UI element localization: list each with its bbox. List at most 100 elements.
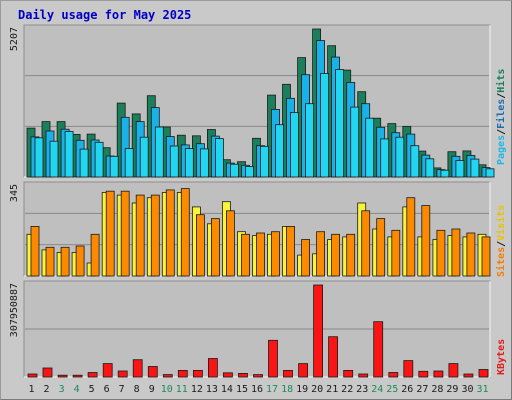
sites-bar — [105, 190, 115, 277]
sites-bar — [466, 232, 476, 277]
day-label: 25 — [386, 384, 398, 395]
kbytes-bar — [117, 370, 128, 378]
chart-title: Daily usage for May 2025 — [18, 8, 192, 22]
pages-bar — [380, 138, 390, 178]
sites-bar — [165, 189, 175, 277]
pages-bar — [305, 103, 315, 178]
sites-bar — [90, 233, 100, 277]
sites-bar — [331, 233, 341, 277]
day-label: 10 — [161, 384, 173, 395]
day-label: 22 — [341, 384, 353, 395]
pages-bar — [169, 145, 179, 178]
sites-bar — [30, 225, 40, 277]
pages-bar — [139, 136, 149, 178]
legend-text: Hits — [495, 69, 507, 93]
pages-bar — [154, 126, 164, 178]
panel-hits-files-pages: 5207 — [9, 24, 495, 178]
day-label: 4 — [74, 384, 80, 395]
pages-bar — [94, 141, 104, 178]
pages-bar — [79, 148, 89, 178]
kbytes-bar — [57, 374, 68, 378]
day-label: 5 — [89, 384, 95, 395]
kbytes-bar — [87, 372, 98, 378]
day-label: 29 — [446, 384, 458, 395]
day-label: 9 — [149, 384, 155, 395]
sites-bar — [45, 246, 55, 277]
legend-text: Sites — [495, 247, 507, 277]
kbytes-bar — [27, 373, 38, 378]
kbytes-bar — [298, 363, 309, 378]
sites-bar — [436, 229, 446, 277]
day-label: 30 — [461, 384, 473, 395]
sites-bar — [135, 194, 145, 277]
legend-text: Pages — [496, 135, 507, 165]
kbytes-bar — [132, 359, 143, 378]
day-label: 20 — [311, 384, 323, 395]
kbytes-bar — [283, 369, 293, 378]
kbytes-bar — [478, 369, 489, 378]
sites-bar — [241, 233, 250, 277]
sites-bar — [361, 210, 371, 277]
day-label: 3 — [59, 384, 65, 395]
day-label: 27 — [416, 384, 428, 395]
kbytes-bar — [192, 369, 203, 378]
kbytes-bar — [403, 360, 414, 378]
panel-visits-sites: 345 — [9, 181, 491, 277]
sites-bar — [451, 228, 461, 277]
legend-text: / — [496, 129, 507, 135]
kbytes-bar — [207, 358, 218, 378]
day-label: 17 — [266, 384, 278, 395]
day-label: 23 — [356, 384, 368, 395]
sites-bar — [481, 236, 491, 277]
pages-bar — [350, 106, 360, 178]
kbytes-bar — [268, 339, 278, 378]
kbytes-bar — [313, 284, 324, 378]
pages-bar — [124, 148, 134, 178]
sites-bar — [346, 233, 356, 277]
kbytes-bar — [358, 373, 369, 378]
pages-bar — [49, 140, 59, 178]
pages-bar — [64, 131, 74, 178]
day-label: 26 — [401, 384, 413, 395]
pages-bar — [260, 145, 269, 178]
pages-bar — [229, 163, 239, 178]
kbytes-bar — [433, 370, 444, 378]
pages-bar — [184, 148, 194, 178]
max-value-label: 345 — [9, 184, 20, 202]
sites-bar — [150, 194, 160, 277]
sites-bar — [225, 210, 235, 277]
day-label: 11 — [176, 384, 188, 395]
day-label: 16 — [251, 384, 263, 395]
day-label: 8 — [134, 384, 140, 395]
sites-bar — [316, 231, 326, 277]
pages-bar — [335, 69, 345, 178]
day-label: 15 — [236, 384, 248, 395]
kbytes-bar — [388, 372, 399, 378]
panel-kbytes: 307950887 — [9, 280, 491, 378]
kbytes-bar — [418, 370, 429, 378]
sites-bar — [391, 229, 401, 277]
day-label: 28 — [431, 384, 443, 395]
pages-bar — [455, 160, 465, 178]
pages-bar — [214, 138, 224, 178]
day-label: 18 — [281, 384, 293, 395]
pages-bar — [425, 158, 435, 178]
sites-bar — [180, 188, 190, 277]
pages-bar — [275, 124, 284, 178]
day-label: 24 — [371, 384, 383, 395]
pages-bar — [109, 155, 119, 178]
legend-panel3: KBytes — [496, 339, 507, 375]
pages-bar — [485, 168, 495, 178]
kbytes-bar — [147, 366, 158, 378]
legend-text: Files — [495, 99, 507, 129]
kbytes-bar — [448, 363, 459, 378]
sites-bar — [210, 218, 220, 277]
pages-bar — [34, 137, 44, 178]
kbytes-bar — [328, 336, 339, 378]
pages-bar — [470, 158, 480, 178]
legend-panel2: Sites/Visits — [495, 205, 507, 277]
day-label: 31 — [476, 384, 488, 395]
sites-bar — [120, 190, 130, 277]
